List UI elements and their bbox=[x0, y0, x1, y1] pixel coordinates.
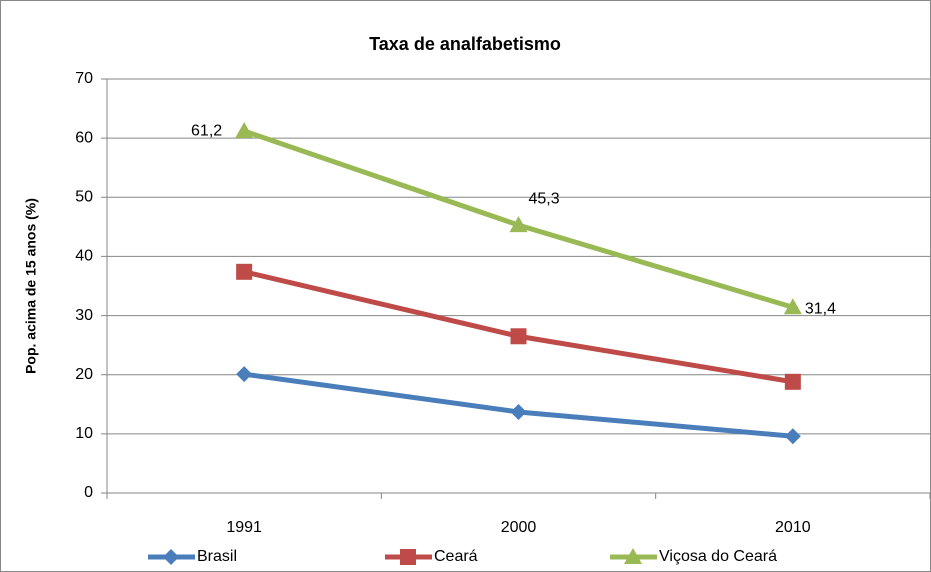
x-tick-label: 2010 bbox=[775, 519, 811, 536]
marker bbox=[510, 328, 527, 345]
y-tick-label: 10 bbox=[75, 425, 93, 442]
marker bbox=[784, 373, 801, 390]
marker bbox=[400, 549, 416, 565]
legend-label: Brasil bbox=[197, 548, 237, 565]
y-axis-label: Pop. acima de 15 anos (%) bbox=[23, 198, 39, 374]
y-tick-label: 20 bbox=[75, 366, 93, 383]
marker bbox=[236, 366, 253, 383]
legend-label: Ceará bbox=[434, 548, 478, 565]
marker bbox=[783, 298, 802, 315]
marker bbox=[509, 216, 528, 233]
marker bbox=[624, 548, 642, 564]
chart-title: Taxa de analfabetismo bbox=[369, 34, 561, 54]
data-label: 31,4 bbox=[805, 301, 836, 318]
x-tick-label: 2000 bbox=[501, 519, 537, 536]
y-tick-label: 30 bbox=[75, 307, 93, 324]
x-tick-label: 1991 bbox=[226, 519, 262, 536]
data-label: 45,3 bbox=[529, 190, 560, 207]
marker bbox=[510, 403, 527, 420]
data-label: 61,2 bbox=[191, 122, 222, 139]
y-tick-label: 70 bbox=[75, 70, 93, 87]
marker bbox=[784, 428, 801, 445]
marker bbox=[235, 122, 254, 139]
marker bbox=[163, 549, 179, 565]
y-tick-label: 50 bbox=[75, 189, 93, 206]
legend-label: Viçosa do Ceará bbox=[659, 548, 777, 565]
y-tick-label: 0 bbox=[84, 484, 93, 501]
marker bbox=[236, 263, 253, 280]
y-tick-label: 60 bbox=[75, 129, 93, 146]
y-tick-label: 40 bbox=[75, 248, 93, 265]
